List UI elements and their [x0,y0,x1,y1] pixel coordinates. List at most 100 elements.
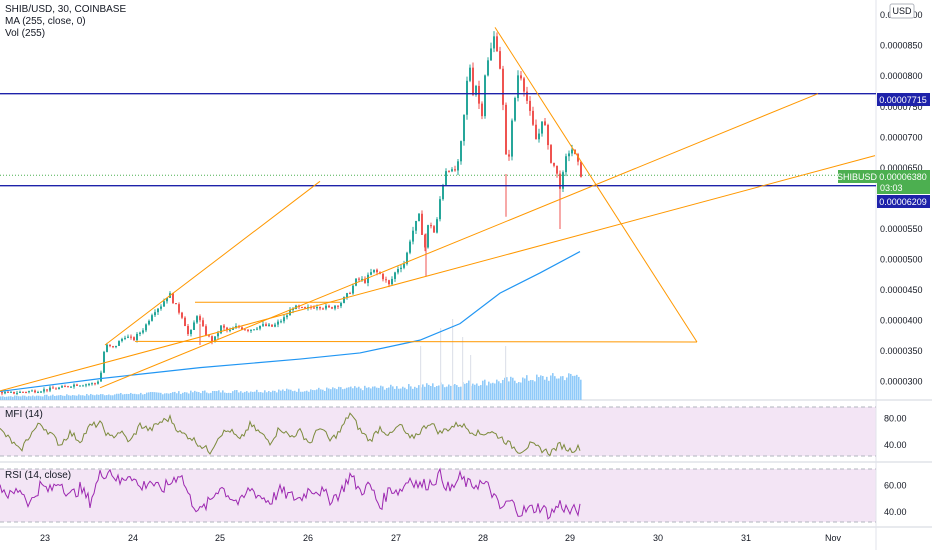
candle-body [577,154,579,162]
candle-body [34,390,36,393]
candle-body [493,36,495,49]
candle-body [13,391,15,394]
candle-body [448,171,450,173]
trend-line[interactable] [134,340,698,343]
volume-bar [464,383,466,400]
volume-bar [54,395,56,400]
candle-body [343,297,345,303]
volume-bar [58,395,60,400]
volume-bar [442,384,444,400]
volume-bar [448,384,450,400]
volume-bar [280,390,282,400]
volume-bar [504,377,506,400]
volume-bar [264,390,266,400]
volume-bar [512,377,514,400]
countdown-label: 03:03 [880,183,903,193]
trend-line[interactable] [99,93,819,389]
candle-body [241,327,243,330]
candle-body [88,384,90,386]
volume-bar [278,389,280,400]
trend-line[interactable] [494,27,698,343]
volume-bar [436,385,438,400]
volume-bar [478,385,480,400]
candle-body [64,386,66,388]
candle-body [166,297,168,302]
volume-bar [388,387,390,400]
trend-line[interactable] [0,155,876,392]
volume-bar [472,383,474,400]
trend-line[interactable] [104,180,321,346]
volume-bar [232,391,234,400]
volume-bar [290,389,292,400]
candle-body [70,386,72,388]
candle-body [370,272,372,275]
volume-bar [394,388,396,400]
volume-bar [482,380,484,400]
volume-bar [566,377,568,400]
candle-body [421,213,423,235]
volume-bar [522,377,524,400]
candle-body [394,272,396,279]
volume-bar [284,391,286,400]
candle-body [244,329,246,331]
volume-bar [16,395,18,400]
rsi-label[interactable]: RSI (14, close) [5,470,72,481]
volume-bar [376,387,378,400]
volume-bar [84,395,86,400]
currency-button[interactable] [889,3,915,19]
candle-body [328,305,330,308]
rsi-line [0,467,581,520]
candle-body [460,141,462,162]
volume-bar [80,395,82,400]
candle-body [532,110,534,125]
candle-body [373,269,375,273]
volume-bar [204,390,206,400]
volume-bar [372,386,374,400]
mfi-label[interactable]: MFI (14) [5,409,43,420]
candle-body [451,169,453,172]
volume-bar [282,389,284,400]
volume-bar [505,346,507,400]
symbol-title[interactable]: SHIB/USD, 30, COINBASE [5,4,127,15]
price-tick-label: 0.0000450 [880,285,923,295]
volume-legend[interactable]: Vol (255) [5,28,46,39]
volume-bar [50,395,52,400]
volume-bar [216,391,218,400]
candle-body [499,51,501,69]
candle-body [151,315,153,321]
last-price-label: 0.00006380 [879,172,927,182]
volume-bar [534,381,536,400]
time-tick-label: 23 [40,533,50,543]
volume-bar [552,373,554,400]
volume-bar [164,393,166,400]
volume-bar [176,393,178,400]
volume-bar [546,376,548,400]
volume-bar [374,386,376,400]
candle-body [106,344,108,352]
volume-bar [236,390,238,400]
candle-body [112,346,114,348]
volume-bar [514,380,516,400]
candle-body [268,324,270,326]
candle-body [442,184,444,200]
candle-body [199,316,201,321]
volume-bar [368,387,370,400]
volume-bar [392,386,394,400]
time-axis[interactable]: 23 24 25 26 27 28 29 30 31 Nov [40,533,842,543]
candle-body [61,386,63,388]
candle-body [109,344,111,347]
candle-body [115,345,117,348]
volume-bar [530,379,532,400]
ma-legend[interactable]: MA (255, close, 0) [5,16,86,27]
volume-bar [390,384,392,400]
candle-body [340,302,342,307]
volume-bar [222,390,224,400]
candle-body [508,154,510,157]
volume-bar [130,392,132,400]
price-tick-label: 0.0000400 [880,316,923,326]
candle-body [94,383,96,385]
volume-bar [42,396,44,400]
candle-body [412,230,414,242]
